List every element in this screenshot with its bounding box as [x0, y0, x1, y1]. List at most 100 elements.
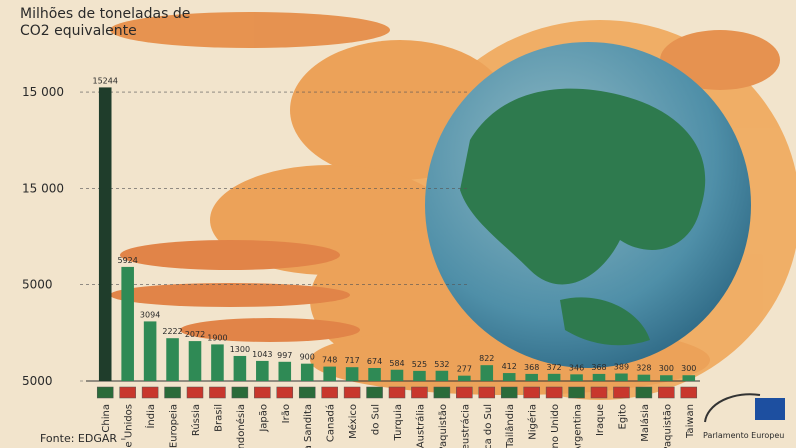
flag [500, 386, 518, 399]
bar [188, 341, 202, 381]
x-tick-label: Paquistão [438, 404, 449, 448]
value-label: 1043 [252, 350, 272, 359]
bar [637, 374, 651, 381]
value-label: 2222 [162, 327, 182, 336]
x-tick-label: Taiwan [685, 404, 696, 439]
value-label: 900 [300, 353, 315, 362]
value-label: 822 [479, 354, 494, 363]
flag [276, 386, 294, 399]
flag [343, 386, 361, 399]
x-tick-label: ndonésia [235, 404, 247, 448]
x-tick-label: China [101, 404, 112, 433]
flag [254, 386, 271, 399]
value-label: 532 [434, 360, 449, 369]
bar [458, 375, 471, 381]
bar [278, 361, 292, 381]
x-tick-label: Índia [144, 404, 157, 429]
value-label: 412 [502, 362, 517, 371]
y-tick-label: 15 000 [22, 85, 64, 99]
x-tick-label: Rússia [190, 404, 202, 436]
flag [388, 386, 406, 399]
x-tick-label: Canadá [325, 404, 337, 442]
value-label: 2072 [185, 330, 205, 339]
x-tick-label: a Sandita [303, 404, 314, 448]
y-tick-label: 5000 [22, 278, 53, 292]
bar [592, 373, 606, 381]
bar [682, 375, 696, 381]
flag [568, 386, 585, 399]
bar [615, 373, 628, 381]
value-label: 368 [524, 363, 539, 372]
bar [390, 369, 404, 381]
bar [413, 370, 426, 381]
bar [233, 355, 247, 381]
value-label: 300 [659, 364, 674, 373]
x-tick-label: do Sul [371, 404, 382, 435]
bar [98, 87, 112, 381]
value-label: 372 [546, 363, 561, 372]
x-tick-label: Turquia [393, 404, 404, 441]
flag [635, 386, 653, 399]
globe [425, 42, 751, 368]
y-tick-label: 15 000 [22, 181, 64, 195]
x-tick-label: Austrália [414, 404, 426, 448]
bar [323, 366, 336, 381]
flag [680, 386, 698, 399]
x-tick-label: Japão [258, 404, 269, 433]
flag [231, 386, 249, 399]
value-label: 674 [367, 357, 382, 366]
value-label: 368 [591, 363, 606, 372]
bar [211, 344, 224, 381]
x-tick-label: Brasil [213, 404, 224, 432]
value-label: 997 [277, 351, 292, 360]
bar [502, 373, 516, 381]
value-label: 346 [569, 363, 584, 372]
value-label: 748 [322, 356, 337, 365]
flag [321, 386, 338, 399]
flag [545, 386, 563, 399]
flag [141, 386, 159, 399]
value-label: 15244 [92, 76, 117, 85]
bar [525, 373, 538, 381]
flag [411, 386, 428, 399]
bar [480, 365, 494, 381]
flag [366, 386, 383, 399]
flag [186, 386, 204, 399]
x-tick-label: Malásia [639, 404, 651, 442]
bar [300, 363, 314, 381]
flag [456, 386, 473, 399]
flag [209, 386, 226, 399]
value-label: 1300 [230, 345, 250, 354]
bar [570, 374, 583, 381]
source: Fonte: EDGAR – [40, 432, 126, 445]
flag [523, 386, 540, 399]
value-label: 328 [636, 364, 651, 373]
flag [96, 386, 114, 399]
value-label: 389 [614, 363, 629, 372]
x-tick-label: Tailândia [504, 404, 516, 448]
x-tick-label: Argentina [573, 404, 584, 448]
x-tick-label: Aeustrácia [459, 404, 471, 448]
bar [121, 266, 134, 381]
x-tick-label: Nigéria [527, 404, 539, 440]
x-tick-label: Iraque [595, 404, 606, 436]
flag [433, 386, 451, 399]
y-tick-label: 5000 [22, 374, 53, 388]
flag [119, 386, 136, 399]
flag [478, 386, 496, 399]
x-tick-label: Europeia [169, 404, 180, 448]
value-label: 300 [681, 364, 696, 373]
x-tick-label: ca do Sul [483, 404, 494, 448]
x-tick-label: Paquistão [662, 404, 673, 448]
logo: Parlamento Europeu [703, 393, 785, 440]
bar [660, 375, 673, 381]
flag [590, 386, 608, 399]
bar [256, 360, 269, 381]
title: Milhões de toneladas de CO2 equivalente [20, 6, 190, 39]
logo-text: Parlamento Europeu [703, 431, 784, 440]
flag [298, 386, 316, 399]
value-label: 5924 [117, 256, 137, 265]
x-tick-label: México [347, 404, 359, 439]
bar [143, 321, 157, 381]
x-tick-label: no Unido [550, 404, 561, 448]
